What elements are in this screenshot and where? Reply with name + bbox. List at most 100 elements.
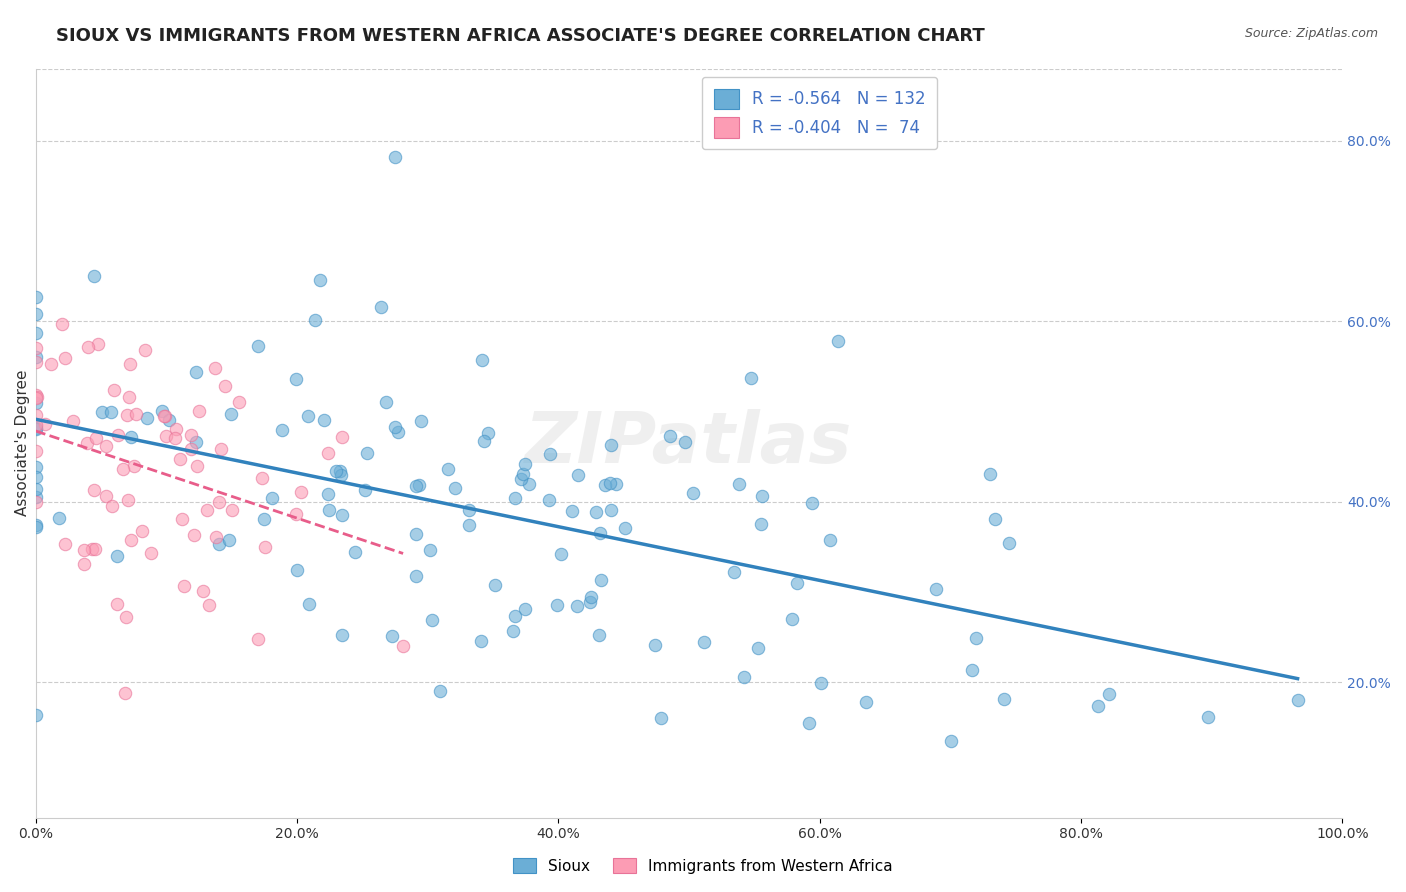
Point bbox=[111, 462, 134, 476]
Point bbox=[191, 584, 214, 599]
Point bbox=[325, 464, 347, 478]
Point bbox=[186, 434, 208, 449]
Point bbox=[593, 478, 616, 492]
Point bbox=[370, 300, 392, 314]
Point bbox=[512, 467, 534, 482]
Point bbox=[550, 548, 572, 562]
Point bbox=[444, 481, 467, 495]
Point bbox=[405, 568, 427, 582]
Point bbox=[312, 413, 335, 427]
Point bbox=[818, 533, 841, 548]
Point bbox=[747, 641, 769, 656]
Point bbox=[329, 467, 352, 482]
Point bbox=[246, 632, 269, 647]
Point bbox=[252, 512, 274, 526]
Point bbox=[1286, 693, 1309, 707]
Point bbox=[136, 411, 159, 425]
Point bbox=[24, 518, 46, 533]
Point bbox=[751, 490, 773, 504]
Point bbox=[209, 442, 232, 456]
Point bbox=[163, 432, 186, 446]
Point bbox=[1198, 710, 1220, 724]
Point bbox=[470, 633, 492, 648]
Point bbox=[204, 530, 226, 544]
Point bbox=[405, 527, 427, 541]
Point bbox=[118, 390, 141, 404]
Legend: R = -0.564   N = 132, R = -0.404   N =  74: R = -0.564 N = 132, R = -0.404 N = 74 bbox=[702, 77, 938, 149]
Point bbox=[682, 486, 704, 500]
Point bbox=[740, 371, 762, 385]
Point bbox=[993, 692, 1015, 706]
Point bbox=[298, 597, 321, 611]
Point bbox=[751, 516, 773, 531]
Point bbox=[471, 352, 494, 367]
Point bbox=[105, 549, 128, 563]
Point bbox=[318, 487, 340, 501]
Point bbox=[27, 390, 49, 404]
Point bbox=[39, 357, 62, 371]
Point bbox=[515, 601, 537, 615]
Point bbox=[253, 540, 276, 554]
Point bbox=[659, 429, 682, 443]
Point bbox=[24, 408, 46, 422]
Point bbox=[411, 414, 433, 428]
Point bbox=[24, 421, 46, 435]
Point bbox=[73, 557, 96, 571]
Point bbox=[484, 578, 506, 592]
Point bbox=[1098, 687, 1121, 701]
Point bbox=[24, 341, 46, 355]
Point bbox=[150, 404, 173, 418]
Point bbox=[219, 407, 242, 421]
Point bbox=[76, 436, 98, 450]
Point bbox=[51, 318, 73, 332]
Point bbox=[184, 365, 207, 379]
Point bbox=[429, 684, 451, 698]
Point bbox=[100, 499, 122, 513]
Point bbox=[141, 546, 163, 560]
Text: SIOUX VS IMMIGRANTS FROM WESTERN AFRICA ASSOCIATE'S DEGREE CORRELATION CHART: SIOUX VS IMMIGRANTS FROM WESTERN AFRICA … bbox=[56, 27, 986, 45]
Point bbox=[810, 676, 832, 690]
Point bbox=[567, 467, 589, 482]
Point bbox=[103, 384, 125, 398]
Point bbox=[381, 629, 404, 643]
Point bbox=[195, 503, 218, 517]
Point bbox=[271, 423, 294, 437]
Point bbox=[115, 408, 138, 422]
Point bbox=[599, 476, 621, 491]
Point bbox=[827, 334, 849, 348]
Point bbox=[187, 404, 209, 418]
Point bbox=[330, 430, 353, 444]
Point bbox=[613, 521, 636, 535]
Point bbox=[214, 379, 236, 393]
Point bbox=[218, 533, 240, 547]
Point bbox=[48, 511, 70, 525]
Point bbox=[925, 582, 948, 596]
Point bbox=[605, 477, 627, 491]
Point bbox=[984, 512, 1007, 526]
Point bbox=[356, 446, 378, 460]
Point bbox=[505, 608, 527, 623]
Point bbox=[24, 387, 46, 401]
Point bbox=[374, 395, 396, 409]
Point bbox=[581, 590, 603, 604]
Point bbox=[650, 711, 672, 725]
Point bbox=[673, 435, 696, 450]
Point bbox=[208, 495, 231, 509]
Point bbox=[517, 477, 540, 491]
Point bbox=[24, 470, 46, 484]
Point bbox=[565, 599, 588, 614]
Point bbox=[799, 716, 821, 731]
Point bbox=[297, 409, 319, 423]
Point bbox=[472, 434, 495, 448]
Point bbox=[24, 395, 46, 409]
Point bbox=[24, 355, 46, 369]
Point bbox=[155, 429, 177, 443]
Text: Source: ZipAtlas.com: Source: ZipAtlas.com bbox=[1244, 27, 1378, 40]
Point bbox=[600, 503, 623, 517]
Point bbox=[87, 337, 110, 351]
Point bbox=[513, 458, 536, 472]
Text: ZIPatlas: ZIPatlas bbox=[526, 409, 852, 477]
Point bbox=[538, 447, 561, 461]
Point bbox=[458, 503, 481, 517]
Point bbox=[55, 351, 77, 365]
